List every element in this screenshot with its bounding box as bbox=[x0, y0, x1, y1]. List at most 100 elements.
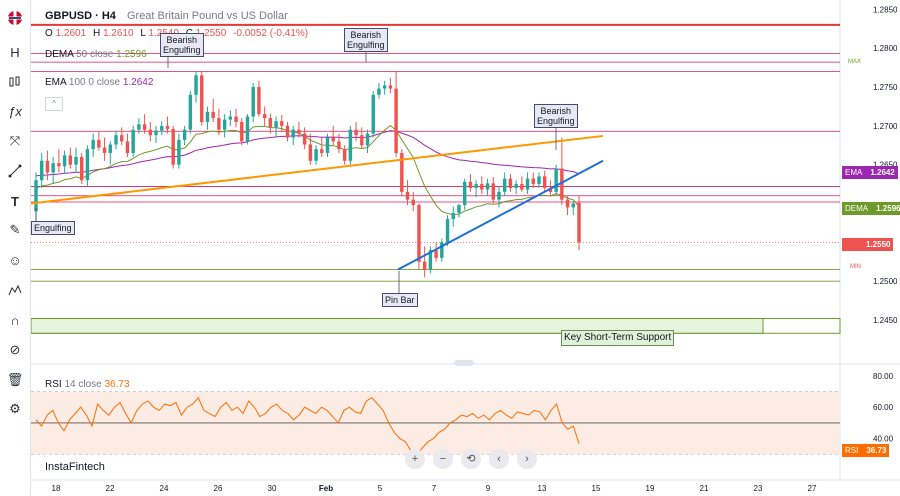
rsi-params: 14 close bbox=[64, 379, 102, 390]
candle-body bbox=[525, 178, 530, 190]
candle-body bbox=[468, 181, 473, 188]
candle-body bbox=[377, 88, 381, 95]
rsi-line bbox=[35, 396, 580, 455]
candle-body bbox=[382, 85, 387, 89]
zoom-out-icon[interactable]: + bbox=[405, 449, 425, 469]
dema-price-badge: DEMA 1.2596 bbox=[842, 202, 900, 215]
candle-body bbox=[125, 141, 130, 154]
candle-body bbox=[131, 129, 135, 154]
time-tick-label: 19 bbox=[646, 484, 655, 493]
collapse-legend-button[interactable]: ^ bbox=[45, 97, 63, 111]
candle-body bbox=[394, 88, 398, 154]
candle-body bbox=[440, 242, 444, 258]
ema-value: 1.2642 bbox=[122, 77, 154, 88]
candle-body bbox=[331, 137, 335, 142]
ema-name: EMA bbox=[45, 77, 67, 88]
candle-body bbox=[314, 149, 318, 161]
brush-tool-icon[interactable]: ✎ bbox=[9, 222, 21, 237]
candle-body bbox=[502, 178, 507, 192]
support-zone-label[interactable]: Key Short-Term Support bbox=[561, 330, 675, 346]
price-axis: 1.2850 1.2800 1.2750 1.2700 1.2650 1.2500 1.24… bbox=[873, 5, 898, 325]
candle-body bbox=[91, 139, 95, 150]
candle-body bbox=[291, 129, 295, 138]
candle-body bbox=[417, 205, 421, 262]
ema-line bbox=[35, 130, 580, 177]
moving-averages bbox=[35, 124, 580, 216]
price-tick-label: 1.2800 bbox=[873, 44, 898, 53]
change-value: -0.0052 (-0.41%) bbox=[233, 28, 309, 39]
candle-body bbox=[40, 160, 44, 181]
settings-icon[interactable]: ⚙ bbox=[9, 401, 21, 416]
rsi-tick-label: 80.00 bbox=[873, 372, 894, 381]
candle-style-icon[interactable] bbox=[5, 72, 25, 92]
reset-view-icon[interactable]: ⟲ bbox=[461, 449, 481, 469]
text-tool-icon[interactable]: T bbox=[11, 193, 19, 209]
delete-icon[interactable]: 🗑 bbox=[6, 372, 24, 387]
rsi-tick-label: 40.00 bbox=[873, 435, 894, 444]
brand-logo: InstaFintech bbox=[45, 461, 105, 473]
candle-body bbox=[520, 184, 524, 190]
pattern-tool-icon[interactable] bbox=[5, 280, 25, 300]
trendline-tool-icon[interactable] bbox=[5, 161, 25, 181]
rsi-badge-label: RSI bbox=[845, 446, 859, 455]
candle-body bbox=[228, 116, 233, 120]
candle-body bbox=[45, 160, 50, 173]
candle-body bbox=[108, 144, 113, 154]
open-value: 1.2601 bbox=[55, 28, 87, 39]
candle-body bbox=[177, 139, 181, 165]
engulfing-label[interactable]: Engulfing bbox=[31, 221, 75, 235]
candle-body bbox=[165, 125, 170, 129]
candle-body bbox=[194, 75, 198, 95]
ema-badge-value: 1.2642 bbox=[870, 168, 895, 177]
candle-body bbox=[411, 199, 415, 206]
rsi-price-badge: RSI 36.73 bbox=[842, 444, 890, 457]
bearish-engulfing-label-3[interactable]: Bearish Engulfing bbox=[534, 104, 578, 128]
candle-body bbox=[262, 114, 267, 119]
scroll-right-icon[interactable]: › bbox=[517, 449, 537, 469]
emoji-tool-icon[interactable]: ☺ bbox=[8, 252, 22, 268]
scroll-left-icon[interactable]: ‹ bbox=[489, 449, 509, 469]
candle-body bbox=[348, 129, 353, 161]
magnet-icon[interactable]: ∩ bbox=[10, 312, 20, 328]
dema-legend[interactable]: DEMA 50 close 1.2596 bbox=[45, 49, 147, 60]
close-value: 1.2550 bbox=[195, 28, 227, 39]
rsi-legend[interactable]: RSI 14 close 36.73 bbox=[45, 379, 130, 390]
flag-icon[interactable] bbox=[5, 8, 25, 28]
candle-body bbox=[148, 129, 153, 136]
candle-body bbox=[274, 121, 278, 128]
hide-drawings-icon[interactable]: ⊘ bbox=[9, 342, 21, 357]
bearish-engulfing-label-2[interactable]: Bearish Engulfing bbox=[344, 28, 388, 52]
candle-body bbox=[434, 250, 438, 258]
timeframe-icon[interactable]: H bbox=[10, 44, 20, 60]
dema-params: 50 close bbox=[76, 49, 114, 60]
time-tick-label: 30 bbox=[268, 484, 277, 493]
candle-body bbox=[342, 149, 347, 161]
candle-body bbox=[485, 183, 490, 190]
candle-body bbox=[142, 124, 147, 130]
candle-body bbox=[514, 184, 518, 188]
ema-price-badge: EMA 1.2642 bbox=[842, 166, 898, 179]
candle-body bbox=[297, 129, 301, 134]
zoom-in-icon[interactable]: − bbox=[433, 449, 453, 469]
min-label: MIN bbox=[850, 264, 861, 270]
candle-body bbox=[542, 176, 547, 188]
bearish-engulfing-label-1[interactable]: Bearish Engulfing bbox=[160, 33, 204, 57]
dema-badge-label: DEMA bbox=[845, 204, 869, 213]
compare-icon[interactable]: ⤧ bbox=[9, 133, 21, 148]
candle-body bbox=[74, 156, 78, 165]
pin-bar-label[interactable]: Pin Bar bbox=[382, 293, 418, 307]
time-tick-label: 22 bbox=[106, 484, 115, 493]
ema-badge-label: EMA bbox=[845, 168, 863, 177]
candle-body bbox=[137, 124, 141, 130]
ema-legend[interactable]: EMA 100 0 close 1.2642 bbox=[45, 77, 153, 88]
candle-body bbox=[154, 130, 158, 136]
indicators-icon[interactable]: ƒx bbox=[8, 103, 22, 119]
dema-name: DEMA bbox=[45, 49, 74, 60]
candle-body bbox=[234, 116, 238, 122]
price-tick-label: 1.2850 bbox=[873, 5, 898, 14]
candle-body bbox=[371, 94, 375, 134]
candle-body bbox=[325, 137, 330, 154]
candle-body bbox=[257, 87, 261, 115]
pane-resize-handle[interactable] bbox=[454, 360, 474, 366]
